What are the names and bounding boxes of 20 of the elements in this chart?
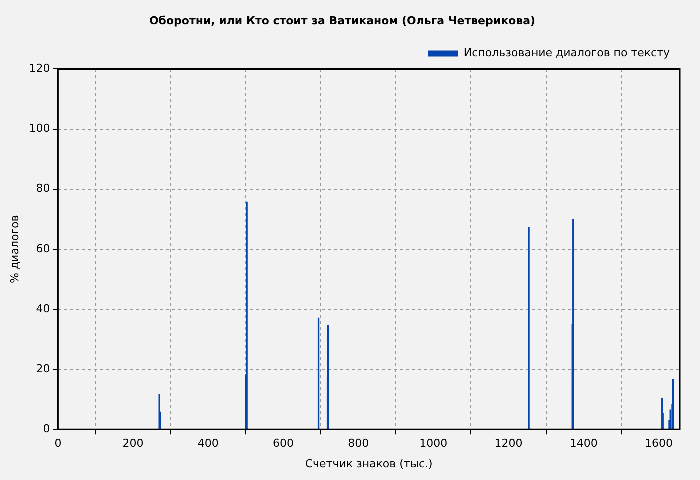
y-tick-label: 20 (36, 362, 50, 376)
x-tick-label: 600 (272, 437, 294, 450)
x-tick-label: 1200 (494, 437, 523, 450)
y-tick-label: 0 (43, 422, 50, 436)
y-axis-title: % диалогов (8, 215, 22, 284)
x-tick-label: 0 (54, 437, 62, 450)
x-tick-label: 1400 (570, 437, 598, 450)
y-tick-label: 100 (29, 122, 50, 136)
x-axis-title: Счетчик знаков (тыс.) (305, 457, 433, 470)
x-tick-label: 1600 (644, 437, 673, 450)
y-tick-label: 120 (29, 62, 50, 76)
x-tick-label: 800 (348, 437, 370, 450)
y-tick-label: 40 (36, 302, 50, 316)
y-tick-label: 60 (36, 242, 50, 256)
x-tick-label: 200 (122, 437, 144, 450)
legend-label: Использование диалогов по тексту (464, 46, 670, 60)
chart-title: Оборотни, или Кто стоит за Ватиканом (Ольга Четверикова) (149, 14, 536, 28)
y-tick-label: 80 (36, 182, 50, 196)
x-tick-label: 1000 (420, 437, 448, 450)
x-tick-label: 400 (198, 437, 219, 450)
